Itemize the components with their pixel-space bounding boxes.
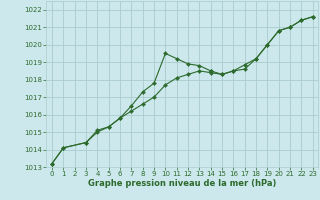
X-axis label: Graphe pression niveau de la mer (hPa): Graphe pression niveau de la mer (hPa) [88, 179, 276, 188]
